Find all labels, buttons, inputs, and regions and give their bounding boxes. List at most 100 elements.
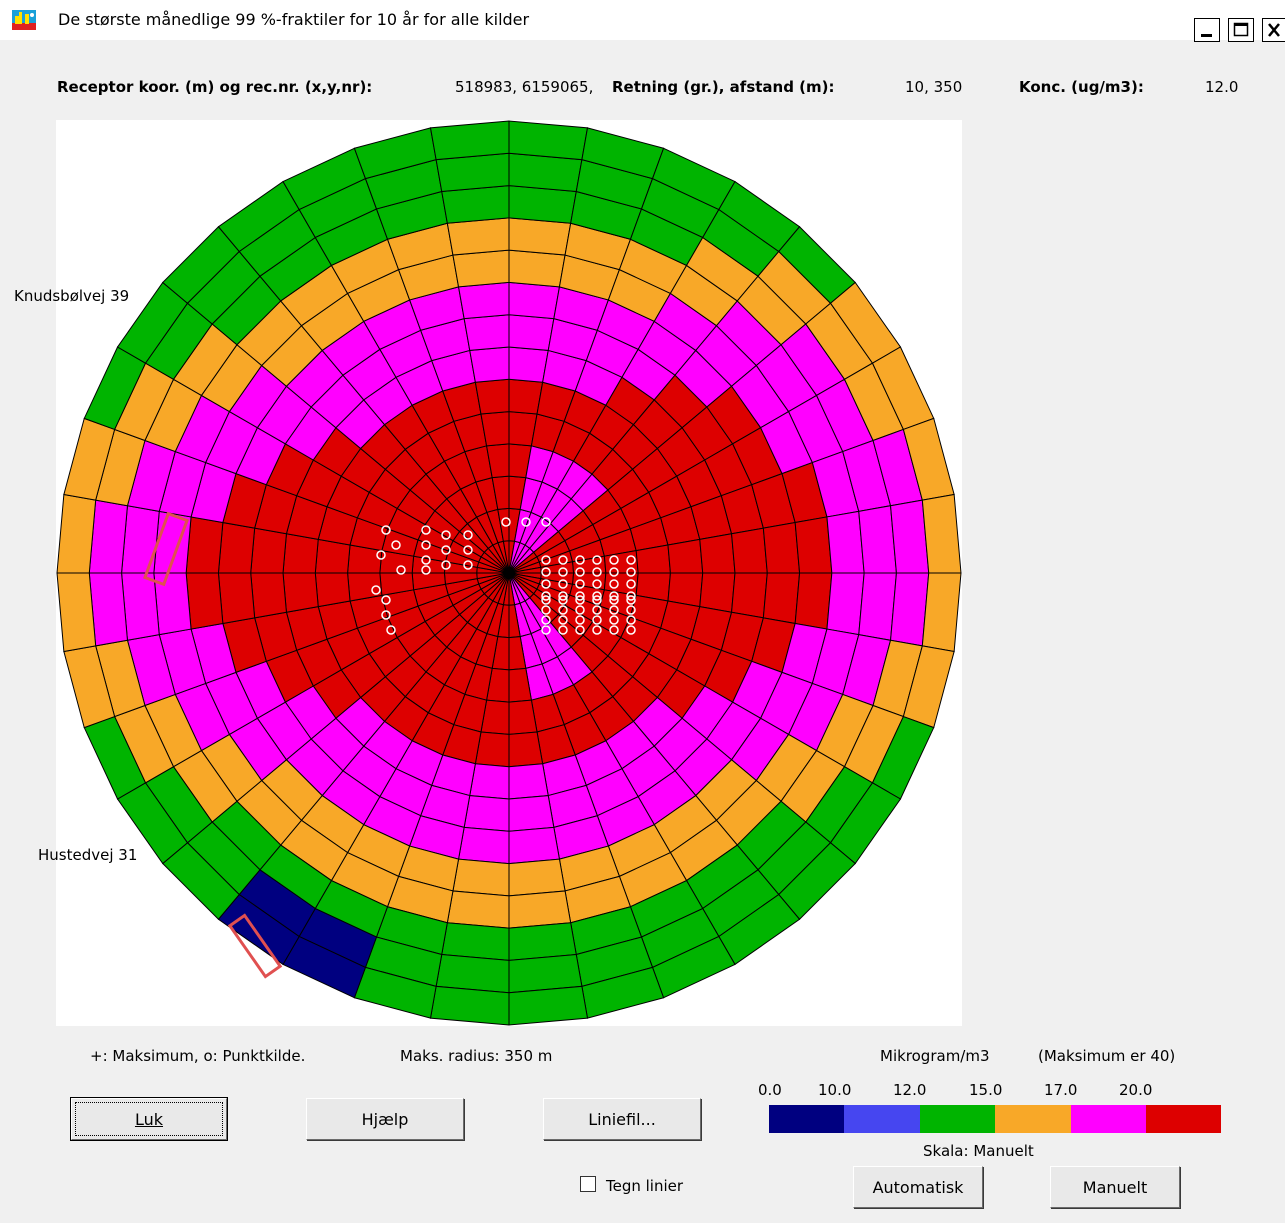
legend-text: +: Maksimum, o: Punktkilde.	[90, 1047, 306, 1065]
point-source-marker	[592, 595, 602, 605]
color-scale-bar	[769, 1105, 1222, 1133]
unit-text: Mikrogram/m3	[880, 1047, 990, 1065]
point-source-marker	[463, 545, 473, 555]
grid-cell	[474, 378, 510, 415]
point-source-marker	[391, 540, 401, 550]
grid-cell	[446, 890, 510, 929]
map-label-hustedvej: Hustedvej 31	[38, 846, 138, 864]
point-source-marker	[575, 625, 585, 635]
point-source-marker	[575, 605, 585, 615]
grid-cell	[452, 249, 510, 288]
point-source-marker	[575, 555, 585, 565]
automatic-scale-button[interactable]: Automatisk	[853, 1166, 983, 1208]
grid-cell	[826, 510, 865, 574]
grid-cell	[463, 314, 510, 351]
color-scale-segment	[995, 1105, 1071, 1133]
building-outline	[227, 913, 283, 979]
grid-cell	[508, 985, 589, 1026]
point-source-marker	[521, 517, 531, 527]
point-source-marker	[575, 595, 585, 605]
radius-text: Maks. radius: 350 m	[400, 1047, 553, 1065]
grid-cell	[858, 505, 897, 574]
grid-cell	[469, 763, 510, 800]
app-icon	[12, 10, 36, 30]
line-file-button[interactable]: Liniefil...	[543, 1098, 701, 1140]
grid-cell	[282, 572, 319, 613]
map-label-knudsbolvej: Knudsbølvej 39	[14, 287, 130, 305]
point-source-marker	[592, 579, 602, 589]
manual-scale-button[interactable]: Manuelt	[1050, 1166, 1180, 1208]
point-source-marker	[441, 560, 451, 570]
point-source-marker	[558, 555, 568, 565]
grid-cell	[441, 922, 510, 961]
point-source-marker	[575, 591, 585, 601]
grid-cell	[56, 572, 97, 653]
point-source-marker	[381, 595, 391, 605]
point-source-marker	[541, 615, 551, 625]
point-source-marker	[421, 540, 431, 550]
scale-tick: 0.0	[758, 1081, 782, 1099]
grid-cell	[699, 533, 736, 574]
window-title: De største månedlige 99 %-fraktiler for …	[58, 10, 530, 29]
grid-cell	[185, 516, 224, 574]
point-source-marker	[381, 610, 391, 620]
point-source-marker	[541, 591, 551, 601]
grid-cell	[731, 572, 768, 619]
grid-cell	[508, 858, 566, 897]
point-source-marker	[558, 567, 568, 577]
draw-lines-checkbox[interactable]	[580, 1176, 596, 1192]
point-source-marker	[558, 595, 568, 605]
point-source-marker	[575, 579, 585, 589]
point-source-marker	[575, 567, 585, 577]
point-source-marker	[421, 555, 431, 565]
grid-cell	[699, 572, 736, 613]
point-source-marker	[381, 525, 391, 535]
grid-cell	[508, 731, 544, 768]
close-window-button[interactable]	[1262, 18, 1285, 42]
point-source-marker	[541, 605, 551, 615]
point-source-marker	[541, 567, 551, 577]
grid-cell	[508, 120, 589, 161]
grid-cell	[250, 572, 287, 619]
grid-cell	[121, 572, 160, 641]
grid-cell	[858, 572, 897, 641]
minimize-button[interactable]	[1194, 18, 1220, 42]
grid-cell	[217, 521, 256, 574]
point-source-marker	[558, 605, 568, 615]
scale-mode-text: Skala: Manuelt	[923, 1142, 1034, 1160]
grid-cell	[429, 985, 510, 1026]
receptor-value: 518983, 6159065,	[455, 78, 594, 96]
grid-cell	[282, 533, 319, 574]
point-source-marker	[609, 615, 619, 625]
grid-cell	[508, 890, 572, 929]
point-source-marker	[592, 615, 602, 625]
grid-cell	[508, 314, 555, 351]
point-source-marker	[376, 550, 386, 560]
scale-tick: 17.0	[1044, 1081, 1078, 1099]
scale-tick: 10.0	[818, 1081, 852, 1099]
maximize-button[interactable]	[1228, 18, 1254, 42]
receptor-label: Receptor koor. (m) og rec.nr. (x,y,nr):	[57, 78, 373, 96]
maximum-text: (Maksimum er 40)	[1038, 1047, 1176, 1065]
grid-cell	[347, 572, 383, 602]
grid-cell	[56, 493, 97, 574]
grid-cell	[794, 516, 833, 574]
color-scale-segment	[844, 1105, 920, 1133]
grid-cell	[762, 572, 801, 625]
grid-cell	[508, 217, 572, 256]
draw-lines-label[interactable]: Tegn linier	[606, 1177, 684, 1195]
point-source-marker	[592, 605, 602, 615]
point-source-marker	[609, 555, 619, 565]
point-source-marker	[609, 579, 619, 589]
close-button[interactable]: Luk	[70, 1097, 228, 1141]
point-source-marker	[626, 555, 636, 565]
grid-cell	[508, 763, 549, 800]
point-source-marker	[626, 615, 636, 625]
color-scale-segment	[769, 1105, 845, 1133]
help-button[interactable]: Hjælp	[306, 1098, 464, 1140]
grid-cell	[762, 521, 801, 574]
grid-cell	[457, 281, 510, 320]
point-source-marker	[541, 555, 551, 565]
grid-cell	[508, 346, 549, 383]
grid-cell	[121, 505, 160, 574]
